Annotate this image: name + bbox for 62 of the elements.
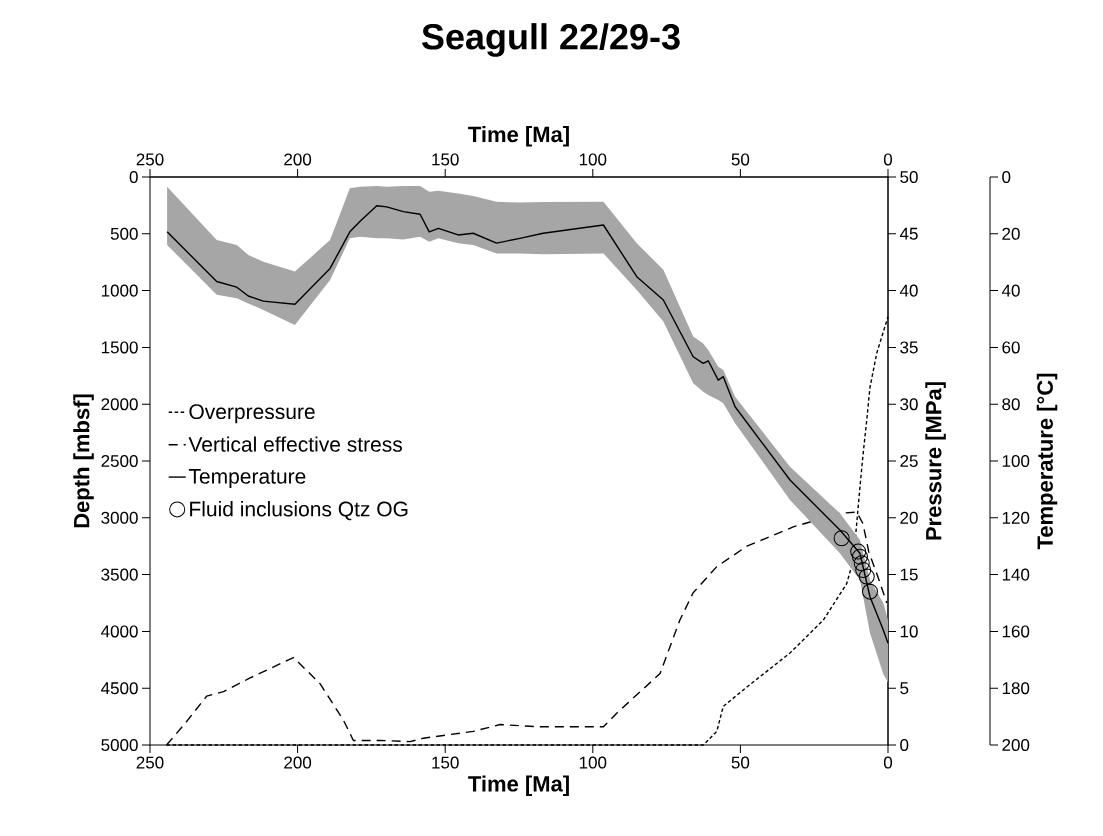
y3-tick-label: 120: [1002, 511, 1030, 524]
x-axis-title: Time [Ma]: [468, 775, 569, 796]
legend-label: Fluid inclusions Qtz OG: [190, 501, 408, 521]
y2-tick-label: 20: [900, 511, 918, 524]
x2-tick-label: 100: [579, 153, 607, 166]
legend-label: Temperature: [188, 469, 306, 488]
y2-tick-label: 50: [900, 170, 918, 184]
y2-tick-label: 0: [900, 738, 909, 752]
point: [850, 543, 867, 560]
x2-tick-label: 150: [432, 153, 459, 166]
legend-label: Vertical effective stress: [188, 436, 403, 452]
y2-tick-label: 15: [900, 568, 918, 581]
x-tick-label: 150: [432, 756, 459, 769]
y-tick-label: 500: [110, 227, 138, 240]
y3-tick-label: 180: [1002, 682, 1030, 695]
y-tick-label: 1000: [101, 284, 138, 297]
y2-tick-label: 10: [900, 625, 918, 638]
y3-tick-label: 20: [1002, 227, 1020, 240]
y2-axis-title: Pressure [MPa]: [925, 382, 946, 540]
x2-tick-label: 250: [136, 153, 164, 166]
point: [851, 548, 868, 565]
x-tick-label: 200: [284, 756, 312, 769]
y3-tick-label: 140: [1002, 568, 1030, 581]
y-tick-label: 4000: [101, 625, 138, 638]
y2-tick-label: 5: [900, 682, 909, 695]
legend-label: Overpressure: [189, 404, 315, 424]
x2-tick-label: 50: [731, 153, 750, 166]
y3-tick-label: 40: [1001, 284, 1020, 297]
y2-tick-label: 25: [900, 454, 918, 468]
y-tick-label: 2000: [101, 398, 138, 411]
y2-tick-label: 40: [899, 284, 918, 297]
x2-axis-title: Time [Ma]: [468, 126, 569, 147]
y3-tick-label: 60: [1002, 341, 1020, 354]
point: [855, 562, 872, 579]
point: [853, 555, 870, 572]
x-tick-label: 100: [579, 756, 607, 769]
point: [861, 583, 878, 600]
y3-tick-label: 80: [1002, 398, 1020, 411]
y2-tick-label: 45: [899, 227, 918, 240]
y2-tick-label: 35: [900, 341, 918, 354]
y-tick-label: 3500: [101, 568, 138, 581]
x-tick-label: 0: [883, 756, 893, 769]
y-tick-label: 4500: [101, 682, 138, 695]
y3-tick-label: 200: [1002, 738, 1030, 752]
x-tick-label: 250: [136, 756, 164, 769]
x2-tick-label: 200: [284, 153, 312, 166]
y-tick-label: 5000: [101, 738, 138, 752]
y3-tick-label: 0: [1002, 170, 1011, 184]
chart-title: Seagull 22/29-3: [421, 23, 680, 57]
y2-tick-label: 30: [900, 398, 918, 411]
y-tick-label: 1500: [101, 341, 138, 354]
point: [858, 568, 875, 585]
point: [833, 530, 850, 547]
y3-tick-label: 100: [1002, 454, 1030, 468]
x2-tick-label: 0: [883, 153, 893, 166]
x-tick-label: 50: [731, 756, 750, 769]
y3-axis-title: Temperature [°C]: [1036, 373, 1058, 550]
y-tick-label: 3000: [101, 511, 138, 524]
y-tick-label: 0: [129, 170, 138, 184]
y-axis-title: Depth [mbsf]: [73, 394, 94, 528]
y-tick-label: 2500: [101, 454, 138, 468]
y3-tick-label: 160: [1002, 625, 1030, 638]
